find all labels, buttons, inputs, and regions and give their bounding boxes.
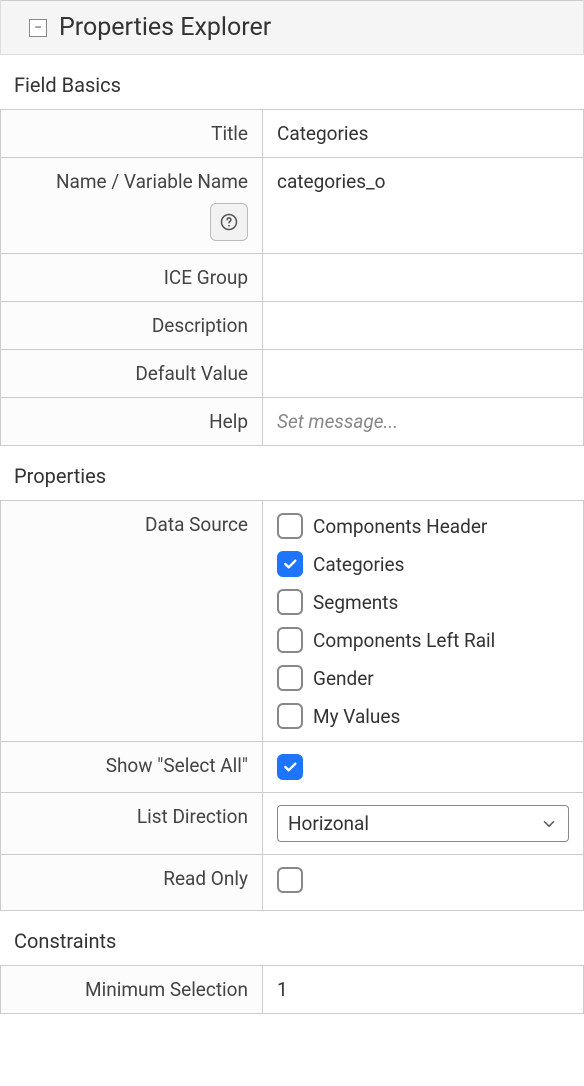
question-icon [220, 213, 238, 231]
data-source-option: Components Header [277, 513, 569, 539]
label-read-only: Read Only [1, 855, 263, 911]
help-placeholder: Set message... [277, 410, 398, 433]
check-icon [282, 759, 298, 775]
value-default-value[interactable] [263, 350, 584, 398]
checkbox-data-source[interactable] [277, 665, 303, 691]
data-source-option: My Values [277, 703, 569, 729]
data-source-option: Components Left Rail [277, 627, 569, 653]
value-title[interactable]: Categories [263, 110, 584, 158]
section-field-basics-title: Field Basics [0, 55, 584, 109]
data-source-option-label: My Values [313, 705, 400, 728]
data-source-option-label: Segments [313, 591, 398, 614]
checkbox-read-only[interactable] [277, 867, 303, 893]
value-list-direction: Horizonal [263, 793, 584, 855]
label-show-select-all: Show "Select All" [1, 742, 263, 793]
value-help[interactable]: Set message... [263, 398, 584, 446]
help-button[interactable] [210, 203, 248, 241]
label-list-direction: List Direction [1, 793, 263, 855]
value-show-select-all [263, 742, 584, 793]
label-default-value: Default Value [1, 350, 263, 398]
checkbox-show-select-all[interactable] [277, 754, 303, 780]
label-help: Help [1, 398, 263, 446]
value-read-only [263, 855, 584, 911]
data-source-option: Categories [277, 551, 569, 577]
data-source-option-label: Components Header [313, 515, 487, 538]
chevron-down-icon [540, 815, 558, 833]
collapse-icon[interactable]: − [29, 19, 47, 37]
label-ice-group: ICE Group [1, 254, 263, 302]
data-source-option-label: Gender [313, 667, 374, 690]
value-ice-group[interactable] [263, 254, 584, 302]
select-list-direction[interactable]: Horizonal [277, 805, 569, 842]
section-constraints-title: Constraints [0, 911, 584, 965]
checkbox-data-source[interactable] [277, 513, 303, 539]
checkbox-data-source[interactable] [277, 589, 303, 615]
data-source-option: Segments [277, 589, 569, 615]
constraints-table: Minimum Selection 1 [0, 965, 584, 1014]
data-source-option-label: Components Left Rail [313, 629, 495, 652]
label-title: Title [1, 110, 263, 158]
panel-header: − Properties Explorer [0, 0, 584, 55]
label-description: Description [1, 302, 263, 350]
data-source-option: Gender [277, 665, 569, 691]
label-name-text: Name / Variable Name [15, 170, 248, 193]
label-data-source: Data Source [1, 501, 263, 742]
value-name[interactable]: categories_o [263, 158, 584, 254]
select-list-direction-value: Horizonal [288, 812, 369, 835]
field-basics-table: Title Categories Name / Variable Name ca… [0, 109, 584, 446]
panel-title: Properties Explorer [59, 13, 271, 42]
data-source-option-label: Categories [313, 553, 404, 576]
checkbox-data-source[interactable] [277, 627, 303, 653]
value-description[interactable] [263, 302, 584, 350]
check-icon [282, 556, 298, 572]
label-min-selection: Minimum Selection [1, 966, 263, 1014]
checkbox-data-source[interactable] [277, 703, 303, 729]
value-min-selection[interactable]: 1 [263, 966, 584, 1014]
checkbox-data-source[interactable] [277, 551, 303, 577]
properties-table: Data Source Components Header Categories S… [0, 500, 584, 911]
label-name: Name / Variable Name [1, 158, 263, 254]
value-data-source: Components Header Categories Segments Compo… [263, 501, 584, 742]
section-properties-title: Properties [0, 446, 584, 500]
